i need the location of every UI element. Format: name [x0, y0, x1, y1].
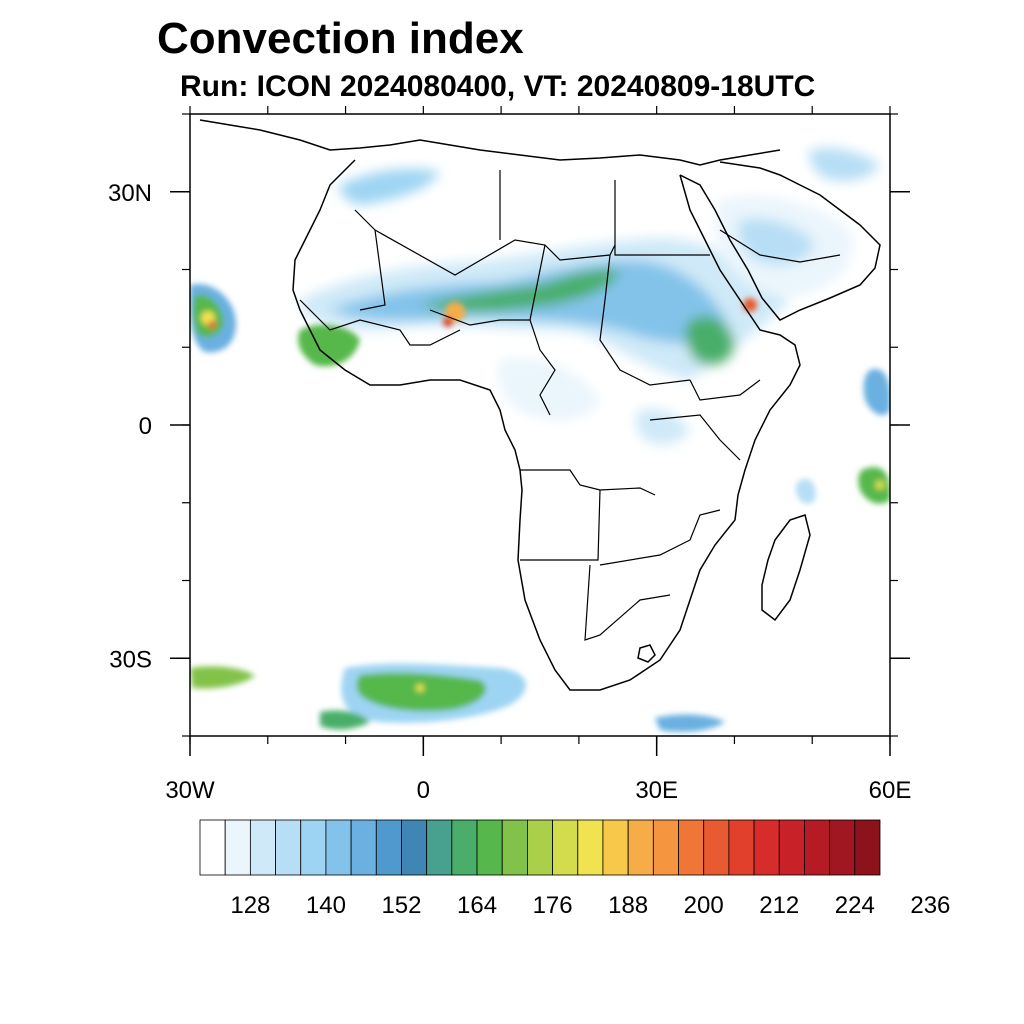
colorbar-swatch — [652, 819, 679, 876]
madagascar-coastline — [761, 514, 811, 622]
border-sudan-south — [599, 254, 691, 386]
lat-tick-label: 0 — [139, 413, 152, 440]
border-mali-west — [354, 209, 386, 311]
border-angola-south — [520, 489, 601, 561]
colorbar-swatch — [401, 819, 428, 876]
colorbar-swatch — [199, 819, 226, 876]
colorbar-swatch — [350, 819, 377, 876]
colorbar-swatch — [703, 819, 730, 876]
lon-tick-label: 30E — [635, 777, 678, 804]
colorbar-label: 236 — [910, 892, 950, 919]
colorbar-swatch — [627, 819, 654, 876]
colorbar-swatch — [829, 819, 856, 876]
colorbar-label: 164 — [457, 892, 497, 919]
border-tanzania — [649, 414, 741, 461]
map-axes: 30W 0 30E 60E 30N 0 30S — [108, 106, 911, 804]
lon-tick-label: 30W — [165, 777, 215, 804]
field-atlas — [339, 168, 440, 205]
lesotho-border — [637, 644, 656, 663]
colorbar-swatch — [275, 819, 302, 876]
colorbar-swatch — [854, 819, 881, 876]
colorbar-swatch — [375, 819, 402, 876]
border-west-africa — [299, 299, 461, 346]
arabia-coastline — [679, 161, 881, 321]
lon-tick-label: 60E — [869, 777, 912, 804]
mediterranean-coast — [199, 119, 781, 166]
colorbar-swatch — [602, 819, 629, 876]
field-atlantic-west — [190, 284, 236, 353]
lat-tick-label: 30N — [108, 180, 152, 207]
colorbar-label: 188 — [608, 892, 648, 919]
colorbar-label: 200 — [684, 892, 724, 919]
colorbar-swatch — [678, 819, 705, 876]
africa-coastline — [292, 159, 801, 691]
lon-tick-label: 0 — [417, 777, 430, 804]
colorbar-label: 152 — [381, 892, 421, 919]
colorbar-swatch — [325, 819, 352, 876]
lat-tick-label: 30S — [109, 646, 152, 673]
coastlines — [199, 119, 881, 691]
field-arabia — [715, 148, 880, 296]
field-indian-ocean — [795, 369, 890, 504]
border-angola-drc — [520, 469, 656, 496]
colorbar-label: 224 — [835, 892, 875, 919]
field-sahel-band — [300, 238, 790, 380]
field-southern-ocean — [190, 663, 725, 732]
colorbar-swatch — [728, 819, 755, 876]
colorbar-swatch — [804, 819, 831, 876]
country-borders — [299, 170, 841, 641]
colorbar-swatch — [426, 819, 453, 876]
colorbar-label: 128 — [230, 892, 270, 919]
convection-field — [190, 148, 890, 732]
border-zambia — [599, 509, 721, 566]
colorbar-swatch — [778, 819, 805, 876]
colorbar-label: 212 — [759, 892, 799, 919]
page-title: Convection index — [157, 14, 524, 63]
colorbar-label: 140 — [306, 892, 346, 919]
border-chad — [529, 244, 556, 416]
colorbar-swatch — [300, 819, 327, 876]
border-ethiopia-kenya — [689, 379, 761, 401]
border-saudi-yemen — [719, 229, 841, 263]
colorbar-label: 176 — [533, 892, 573, 919]
border-libya-egypt-sudan — [614, 180, 710, 256]
page-subtitle: Run: ICON 2024080400, VT: 20240809-18UTC — [180, 70, 816, 103]
colorbar-swatch — [753, 819, 780, 876]
colorbar-swatch — [552, 819, 579, 876]
border-namibia-botswana — [584, 564, 671, 641]
colorbar-swatch — [224, 819, 251, 876]
colorbar-swatch — [249, 819, 276, 876]
colorbar-swatch — [451, 819, 478, 876]
colorbar-swatch — [577, 819, 604, 876]
border-niger-nigeria — [429, 309, 530, 326]
colorbar-swatch — [527, 819, 553, 876]
colorbar-swatch — [476, 819, 503, 876]
colorbar-swatch — [501, 819, 528, 876]
colorbar: 128 140 152 164 176 188 200 212 224 236 — [199, 819, 950, 919]
